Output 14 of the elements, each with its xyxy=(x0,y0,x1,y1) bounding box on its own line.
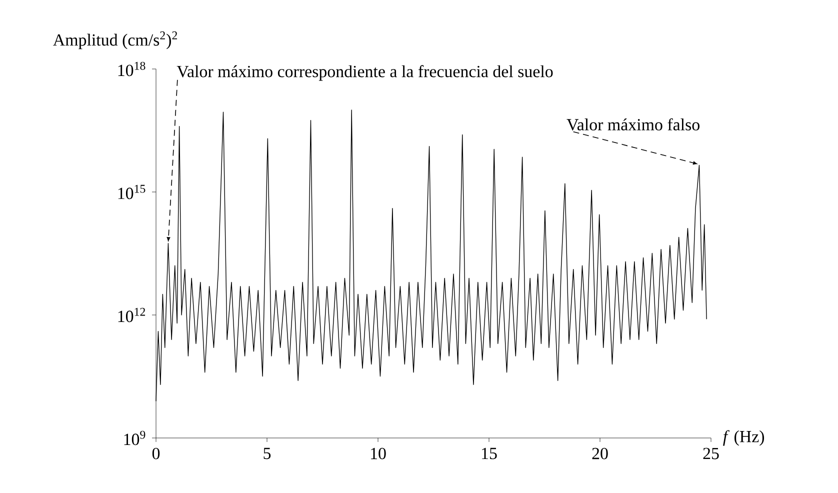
x-tick-label: 5 xyxy=(264,448,271,460)
annotation: Valor máximo correspondiente a la frecuencia del suelo xyxy=(176,65,553,81)
y-tick-label: 10$^{9}$ xyxy=(124,430,146,446)
y-tick-label: 10$^{18}$ xyxy=(118,62,146,76)
x-tick-label: 15 xyxy=(482,448,497,460)
x-tick-label: 0 xyxy=(152,448,160,460)
x-tick-label: 25 xyxy=(703,448,719,460)
y-tick-label: 10$^{12}$ xyxy=(118,308,146,322)
x-tick-label: 20 xyxy=(592,448,608,460)
y-axis-title: Amplitud (cm/s$^{2}$)$^{2}$ xyxy=(53,31,178,50)
x-axis-title: f (Hz) xyxy=(723,430,764,446)
x-tick-label: 10 xyxy=(371,448,386,460)
y-tick-label: 10$^{15}$ xyxy=(118,184,146,200)
annotation: Valor máximo falso xyxy=(566,118,700,131)
